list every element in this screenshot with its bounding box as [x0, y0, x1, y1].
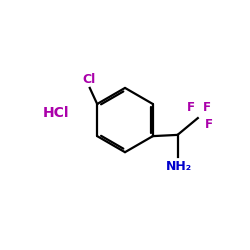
Text: NH₂: NH₂	[166, 160, 192, 173]
Text: F: F	[205, 118, 213, 132]
Text: Cl: Cl	[82, 73, 95, 86]
Text: F: F	[203, 101, 211, 114]
Text: HCl: HCl	[42, 106, 69, 120]
Text: F: F	[187, 101, 195, 114]
